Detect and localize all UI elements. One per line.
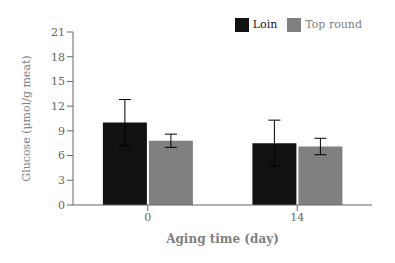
svg-text:Glucose (μmol/g meat): Glucose (μmol/g meat): [20, 55, 33, 181]
html-text:Loin: Loin: [252, 18, 278, 31]
svg-text:21: 21: [51, 26, 65, 39]
svg-text:0: 0: [144, 211, 151, 224]
svg-text:0: 0: [58, 199, 65, 212]
svg-text:Aging time (day): Aging time (day): [165, 232, 279, 246]
svg-text:14: 14: [290, 211, 304, 224]
svg-text:18: 18: [51, 51, 65, 64]
svg-text:6: 6: [58, 149, 65, 162]
svg-text:15: 15: [51, 75, 65, 88]
svg-text:3: 3: [58, 174, 65, 187]
html-text:Top round: Top round: [305, 18, 362, 31]
svg-text:9: 9: [58, 125, 65, 138]
svg-text:12: 12: [51, 100, 65, 113]
